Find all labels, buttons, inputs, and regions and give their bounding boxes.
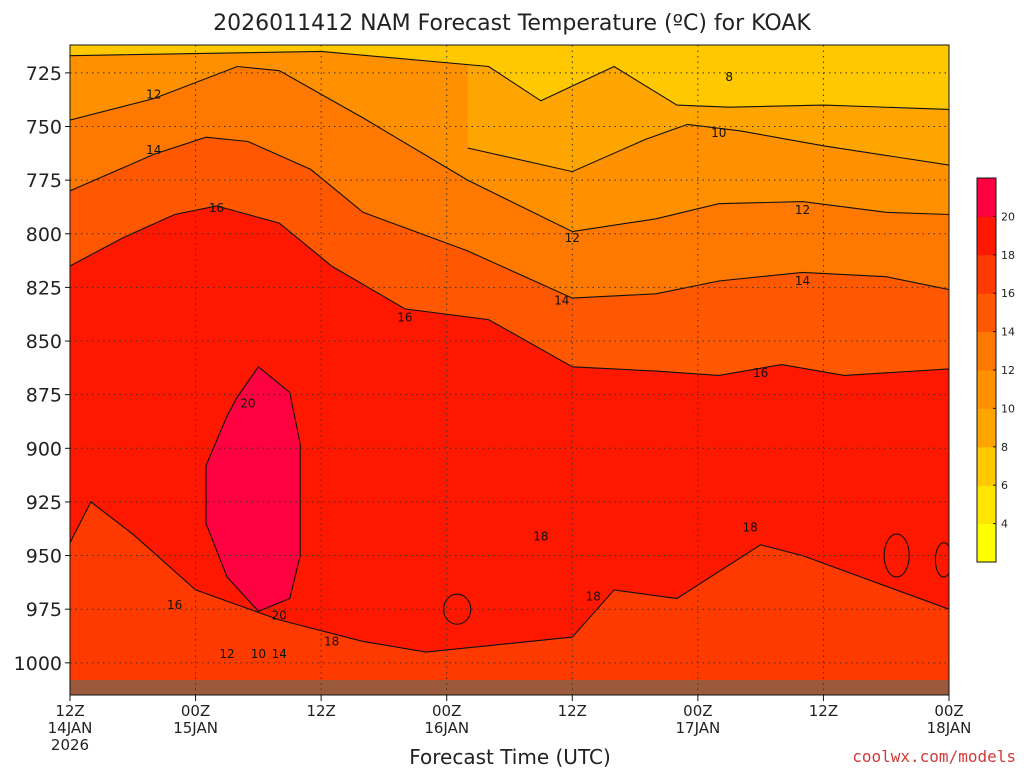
x-tick-label-84-1: 00Z <box>934 702 963 720</box>
y-tick-label-1000: 1000 <box>14 653 62 675</box>
contour-label-10: 16 <box>209 201 224 215</box>
colorbar-swatch-18 <box>977 216 996 256</box>
y-tick-label-900: 900 <box>26 438 62 460</box>
colorbar-swatch-6 <box>977 446 996 486</box>
contour-label-8: 14 <box>795 274 810 288</box>
x-tick-label-24-1: 12Z <box>306 702 335 720</box>
y-axis-ticks: 725 750 775 800 825 850 875 900 925 950 975 1000 <box>14 63 70 675</box>
contour-label-18: 18 <box>324 634 339 648</box>
fill-band-20 <box>206 366 301 612</box>
x-tick-label-0-1: 12Z <box>55 702 84 720</box>
gridlines <box>70 45 949 695</box>
y-tick-label-950: 950 <box>26 546 62 568</box>
contour-label-0: 8 <box>725 70 733 84</box>
x-tick-label-36-2: 16JAN <box>424 719 469 737</box>
x-tick-label-36-1: 00Z <box>432 702 461 720</box>
x-tick-label-72-1: 12Z <box>809 702 838 720</box>
contour-label-15: 18 <box>533 529 548 543</box>
contour-label-12: 16 <box>753 366 768 380</box>
colorbar-swatch-12 <box>977 331 996 371</box>
contour-label-6: 14 <box>146 143 161 157</box>
y-tick-label-725: 725 <box>26 63 62 85</box>
contour-line-16 <box>70 205 949 376</box>
contour-label-20: 20 <box>272 609 287 623</box>
colorbar-label-8: 8 <box>1001 441 1008 454</box>
chart-title: 2026011412 NAM Forecast Temperature (ºC)… <box>213 11 811 36</box>
contour-label-9: 14 <box>272 647 287 661</box>
y-tick-label-925: 925 <box>26 492 62 514</box>
contour-label-4: 12 <box>795 203 810 217</box>
temperature-fill-layer <box>70 45 949 695</box>
colorbar-swatch-20 <box>977 178 996 217</box>
contour-label-16: 18 <box>586 589 601 603</box>
colorbar-label-10: 10 <box>1001 402 1015 415</box>
small-contour-0 <box>443 593 472 625</box>
y-tick-label-975: 975 <box>26 599 62 621</box>
colorbar-swatch-8 <box>977 408 996 448</box>
colorbar-swatch-14 <box>977 293 996 333</box>
fill-band-6 <box>70 45 949 110</box>
x-tick-label-12-2: 15JAN <box>173 719 218 737</box>
x-tick-label-48-1: 12Z <box>558 702 587 720</box>
contour-label-7: 14 <box>554 293 569 307</box>
colorbar-swatch-10 <box>977 370 996 409</box>
contour-label-19: 20 <box>240 396 255 410</box>
colorbar-label-20: 20 <box>1001 210 1015 223</box>
x-tick-label-0-3: 2026 <box>51 736 89 754</box>
colorbar-label-16: 16 <box>1001 287 1015 300</box>
y-tick-label-775: 775 <box>26 170 62 192</box>
contour-line-18 <box>70 501 949 653</box>
contour-label-1: 10 <box>711 126 726 140</box>
colorbar-label-18: 18 <box>1001 249 1015 262</box>
y-tick-label-825: 825 <box>26 277 62 299</box>
y-tick-label-750: 750 <box>26 117 62 139</box>
contour-labels: 8 10 12 12 12 12 14 14 14 14 16 16 16 16 10 18 18 18 18 20 2… <box>146 70 810 661</box>
x-tick-label-0-2: 14JAN <box>48 719 93 737</box>
x-axis-label: Forecast Time (UTC) <box>409 745 611 768</box>
y-tick-label-800: 800 <box>26 224 62 246</box>
colorbar-label-6: 6 <box>1001 479 1008 492</box>
contour-line-12 <box>70 65 949 233</box>
colorbar-swatch-4 <box>977 485 996 525</box>
fill-band-16-low <box>70 501 949 695</box>
contour-label-14: 10 <box>251 647 266 661</box>
colorbar-swatch-16 <box>977 254 996 294</box>
x-tick-label-60-2: 17JAN <box>675 719 720 737</box>
contour-label-3: 12 <box>565 231 580 245</box>
small-contour-2 <box>934 542 949 578</box>
contour-line-20 <box>205 365 301 612</box>
small-contour-1 <box>883 533 910 578</box>
y-tick-label-850: 850 <box>26 331 62 353</box>
contour-label-17: 18 <box>743 521 758 535</box>
contour-label-5: 12 <box>219 647 234 661</box>
contour-line-8 <box>70 50 949 110</box>
colorbar-label-4: 4 <box>1001 518 1008 531</box>
contour-label-13: 16 <box>167 598 182 612</box>
contour-label-2: 12 <box>146 87 161 101</box>
colorbar-swatch-2 <box>977 523 996 563</box>
colorbar-label-14: 14 <box>1001 326 1015 339</box>
x-tick-label-84-2: 18JAN <box>927 719 972 737</box>
temperature-small-fills <box>443 533 949 625</box>
contour-line-14 <box>70 136 949 299</box>
contour-label-11: 16 <box>397 310 412 324</box>
ground-surface <box>70 679 949 695</box>
colorbar-label-12: 12 <box>1001 364 1015 377</box>
x-tick-label-60-1: 00Z <box>683 702 712 720</box>
y-tick-label-875: 875 <box>26 385 62 407</box>
colorbar: 4 6 8 10 12 14 16 18 20 <box>976 177 1015 563</box>
credit-link[interactable]: coolwx.com/models <box>852 747 1016 766</box>
x-tick-label-12-1: 00Z <box>181 702 210 720</box>
plot-area <box>70 45 949 695</box>
